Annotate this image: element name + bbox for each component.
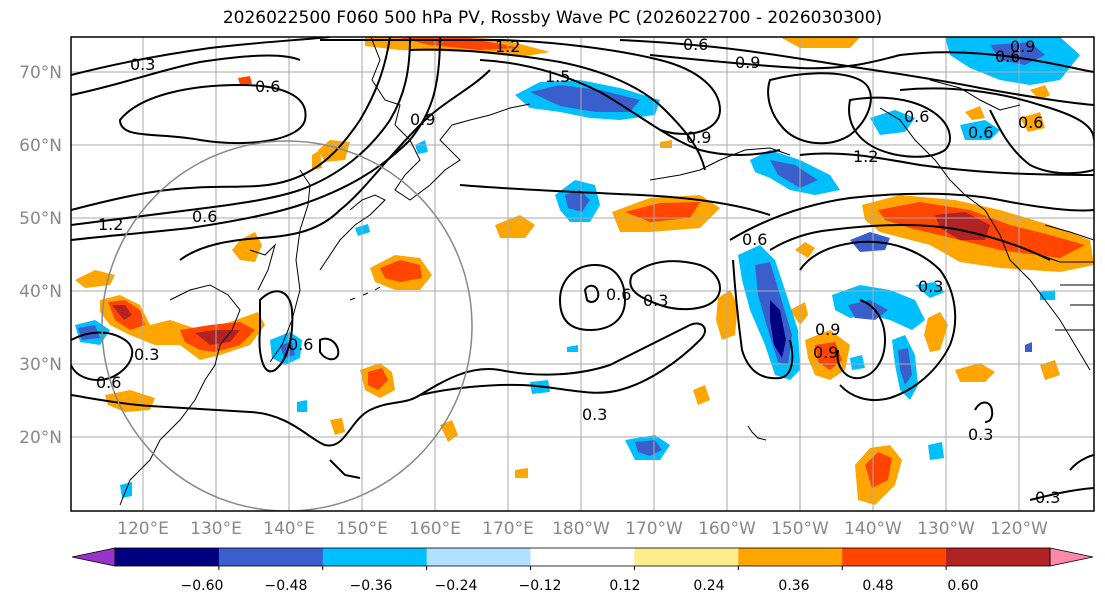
contour-label: 0.9 [813, 343, 838, 362]
lon-label: 150°W [771, 519, 829, 539]
contour-label: 0.6 [606, 285, 631, 304]
contour-label: 0.6 [288, 335, 313, 354]
colorbar-extend-max [1049, 547, 1094, 567]
contour-label: 0.3 [1035, 488, 1060, 507]
contour-label: 0.3 [643, 291, 668, 310]
map-title: 2026022500 F060 500 hPa PV, Rossby Wave … [222, 8, 883, 28]
contour-label: 0.3 [582, 405, 607, 424]
lat-label: 70°N [19, 63, 62, 83]
lon-label: 180°W [552, 519, 610, 539]
reference-circle [101, 140, 473, 511]
colorbar-segment [115, 548, 220, 566]
lon-label: 150°E [336, 519, 388, 539]
colorbar-tick-label: −0.36 [350, 578, 393, 594]
contour-label: 0.3 [968, 425, 993, 444]
colorbar [71, 547, 1094, 570]
lon-label: 160°E [409, 519, 461, 539]
map-frame [70, 36, 1095, 512]
colorbar-segment [738, 548, 843, 566]
lon-label: 120°W [990, 519, 1048, 539]
lon-label: 120°E [117, 519, 169, 539]
pv-contours [71, 37, 1094, 501]
lat-label: 60°N [19, 136, 62, 156]
contour-label: 0.6 [904, 107, 929, 126]
contour-label: 1.5 [545, 67, 570, 86]
contour-label: 0.6 [255, 77, 280, 96]
colorbar-segment [842, 548, 947, 566]
contour-label: 1.2 [853, 147, 878, 166]
colorbar-segment [426, 548, 532, 566]
lon-label: 170°E [482, 519, 534, 539]
contour-label: 0.6 [742, 230, 767, 249]
colorbar-tick-label: 0.12 [609, 578, 640, 594]
lon-label: 160°W [698, 519, 756, 539]
colorbar-tick-label: −0.60 [181, 578, 224, 594]
contour-label: 0.6 [192, 207, 217, 226]
contour-label: 0.6 [1018, 113, 1043, 132]
lon-label: 130°W [917, 519, 975, 539]
lat-label: 30°N [19, 355, 62, 375]
contour-label: 0.9 [735, 53, 760, 72]
contour-label: 0.3 [918, 277, 943, 296]
contour-label: 0.3 [130, 55, 155, 74]
colorbar-segment [634, 548, 739, 566]
lon-label: 130°E [190, 519, 242, 539]
lon-label: 140°E [263, 519, 315, 539]
contour-label: 0.6 [968, 123, 993, 142]
colorbar-tick-label: −0.48 [265, 578, 308, 594]
latitude-labels: 70°N 60°N 50°N 40°N 30°N 20°N [19, 63, 62, 448]
colorbar-frame [114, 547, 1051, 567]
contour-label: 0.3 [134, 345, 159, 364]
colorbar-segment [946, 548, 1051, 566]
lat-label: 50°N [19, 209, 62, 229]
colorbar-tick-label: −0.12 [519, 578, 562, 594]
colorbar-tick-label: 0.24 [693, 578, 724, 594]
colorbar-tick-label: 0.48 [862, 578, 893, 594]
contour-label: 0.6 [683, 35, 708, 54]
colorbar-segment [322, 548, 428, 566]
colorbar-tick-label: −0.24 [435, 578, 478, 594]
lat-label: 20°N [19, 428, 62, 448]
contour-label: 0.6 [995, 47, 1020, 66]
contour-label: 0.9 [686, 128, 711, 147]
lon-label: 140°W [844, 519, 902, 539]
lat-lon-grid [71, 37, 1094, 511]
lon-label: 170°W [625, 519, 683, 539]
longitude-labels: 120°E 130°E 140°E 150°E 160°E 170°E 180°… [117, 519, 1048, 539]
colorbar-labels: −0.60 −0.48 −0.36 −0.24 −0.12 0.12 0.24 … [181, 578, 979, 594]
contour-label: 1.2 [495, 37, 520, 56]
contour-label: 0.9 [410, 110, 435, 129]
colorbar-extend-min [71, 547, 116, 567]
contour-labels: 1.2 0.6 0.9 0.6 1.5 0.6 0.9 0.9 0.6 0.6 … [96, 35, 1060, 507]
lat-label: 40°N [19, 282, 62, 302]
contour-label: 0.9 [815, 320, 840, 339]
contour-label: 0.9 [1010, 37, 1035, 56]
colorbar-segment [218, 548, 324, 566]
colorbar-segment [530, 548, 635, 566]
contour-label: 1.2 [98, 215, 123, 234]
colorbar-tick-label: 0.36 [778, 578, 809, 594]
contour-label: 0.6 [96, 373, 121, 392]
coastlines [119, 37, 1094, 506]
colorbar-tick-label: 0.60 [947, 578, 978, 594]
